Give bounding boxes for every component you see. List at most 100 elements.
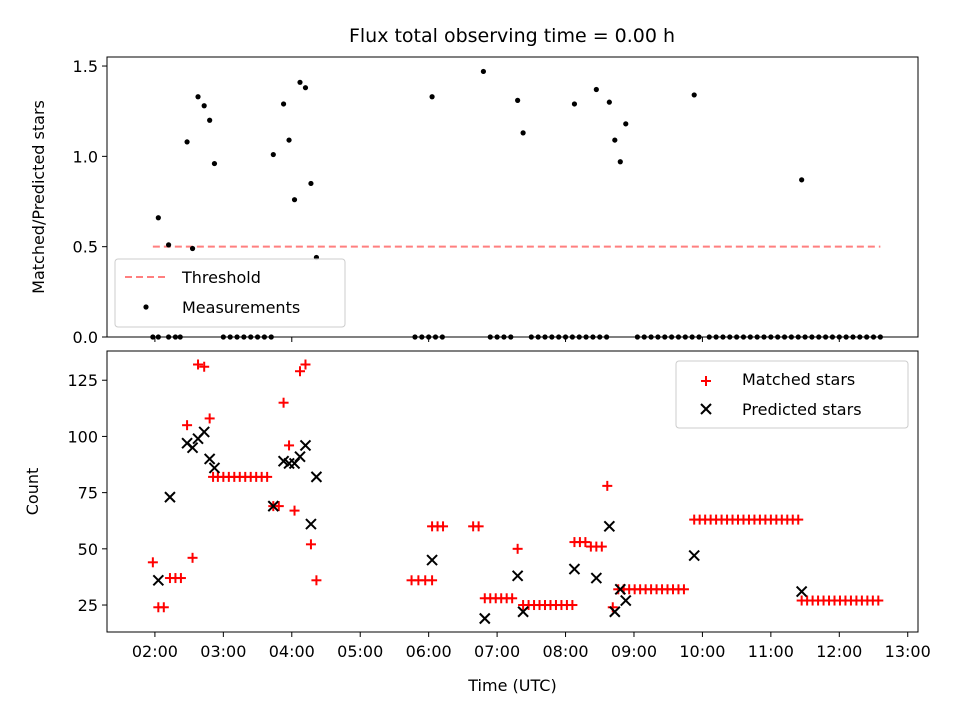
matched-star-point [873,595,884,606]
bottom-ytick-label: 25 [78,596,98,615]
predicted-star-point-b [305,518,317,530]
matched-star-point [182,420,193,431]
measurement-point [515,97,521,103]
matched-star-point [596,541,607,552]
measurement-point [612,137,618,143]
bottom-ylabel: Count [23,468,42,516]
matched-star-point [187,552,198,563]
matched-star-point [284,440,295,451]
measurement-point [520,130,526,136]
bottom-panel: 25 50 75 100 125 02:00 03:00 04:00 05:00 06:00 07:… [23,350,931,695]
legend-predicted-label: Predicted stars [742,400,862,419]
matched-star-point [147,557,158,568]
matched-star-point [678,584,689,595]
top-legend: Threshold Measurements [114,258,346,328]
matched-star-point [300,359,311,370]
bottom-xtick-label: 09:00 [611,642,657,661]
predicted-star-point-b [299,439,312,452]
measurement-point [606,99,612,105]
matched-star-point [305,539,316,550]
matched-star-point [199,361,210,372]
predicted-star-point-b [511,570,524,582]
predicted-star-point-b [795,585,808,598]
predicted-star-point [609,606,621,618]
measurement-point [799,177,805,183]
bottom-legend-box [675,360,909,429]
measurement-point [184,139,190,145]
legend-matched-swatch [701,376,711,386]
matched-star-point [602,480,613,491]
predicted-star-point-b [294,450,306,463]
predicted-star-point-b [479,612,491,625]
bottom-xtick-label: 04:00 [269,642,315,661]
bottom-xtick-label: 07:00 [474,642,520,661]
top-ylabel: Matched/Predicted stars [29,100,48,294]
measurement-point [691,92,697,98]
top-legend-box [114,258,346,328]
predicted-star-point [208,462,221,474]
matched-star-point [311,575,322,586]
predicted-star-point [203,453,216,465]
legend-predicted-swatch-b [700,403,712,415]
predicted-star-point-b [614,583,626,595]
predicted-star-point-b [688,549,700,562]
predicted-star-point-b [310,471,323,483]
legend-predicted-swatch [700,403,712,415]
bottom-ytick-label: 75 [78,484,98,503]
predicted-star-point [688,549,700,562]
matched-star-point [438,521,449,532]
legend-matched-label: Matched stars [742,370,855,389]
matched-star-point [158,602,169,613]
legend-threshold-label: Threshold [181,268,261,287]
measurement-point [207,117,213,123]
matched-star-point [567,600,578,611]
predicted-star-point [294,450,306,463]
bottom-ytick-label: 50 [78,540,98,559]
measurement-point [270,151,276,158]
matched-star-point [473,521,484,532]
bottom-xlabel: Time (UTC) [467,676,556,695]
bottom-xtick-label: 12:00 [816,642,862,661]
bottom-marks [147,359,884,625]
matched-star-point [294,366,305,377]
bottom-xtick-label: 13:00 [885,642,931,661]
measurement-point [195,94,201,100]
predicted-star-point [479,612,491,625]
top-axes-frame [106,56,919,338]
predicted-star-point [590,572,603,584]
predicted-star-point [267,500,280,512]
matched-star-point [289,505,300,516]
predicted-star-point [164,491,176,503]
bottom-xtick-label: 11:00 [748,642,794,661]
matched-star-point [793,514,804,525]
measurement-point [617,159,623,165]
predicted-star-point-b [590,572,603,584]
matched-star-point [175,573,186,584]
predicted-star-point-b [603,520,616,533]
predicted-star-point [305,518,317,530]
measurement-point [280,101,287,107]
predicted-star-point [511,570,524,582]
measurement-point [291,197,298,203]
top-ytick-label: 0.5 [73,238,98,257]
measurement-point [302,85,309,91]
predicted-star-point [152,574,165,587]
measurement-point [571,101,578,107]
bottom-ytick-label: 100 [67,427,98,446]
predicted-star-point-b [609,606,621,618]
predicted-star-point-b [277,455,290,467]
predicted-star-point [603,520,616,533]
bottom-xtick-label: 03:00 [200,642,246,661]
predicted-star-point [568,563,581,575]
matched-star-point [273,501,284,512]
matched-star-point [507,593,518,604]
measurement-point [429,94,435,100]
figure-title: Flux total observing time = 0.00 h [349,25,675,47]
predicted-star-point-b [568,563,581,575]
predicted-star-point-b [152,574,165,587]
bottom-xtick-label: 08:00 [542,642,588,661]
bottom-ytick-label: 125 [67,371,98,390]
top-ytick-label: 0.0 [73,328,98,347]
